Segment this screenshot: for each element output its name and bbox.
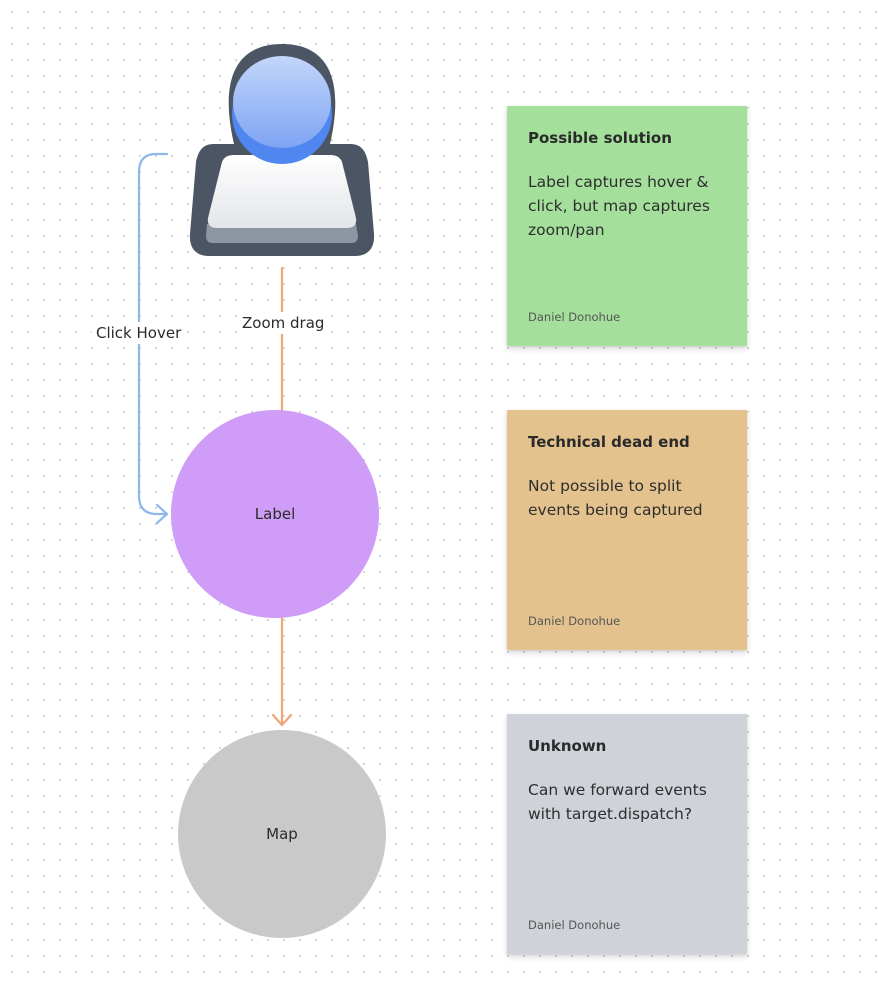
sticky-note-author: Daniel Donohue — [528, 310, 621, 324]
label-to-map-arrowhead — [271, 713, 293, 727]
label-node[interactable]: Label — [171, 410, 379, 618]
sticky-note-title: Technical dead end — [528, 433, 690, 451]
sticky-note-body: Label captures hover & click, but map ca… — [528, 173, 710, 239]
zoom-drag-label[interactable]: Zoom drag — [238, 312, 329, 334]
map-node-text: Map — [266, 825, 298, 843]
sticky-note-body: Can we forward events with target.dispat… — [528, 781, 707, 823]
click-hover-arrowhead — [155, 503, 169, 525]
sticky-note-title: Possible solution — [528, 129, 672, 147]
map-node[interactable]: Map — [178, 730, 386, 938]
click-hover-label[interactable]: Click Hover — [92, 322, 186, 344]
sticky-note-author: Daniel Donohue — [528, 918, 621, 932]
sticky-note-unknown[interactable]: Unknown Can we forward events with targe… — [507, 714, 747, 954]
sticky-note-body: Not possible to split events being captu… — [528, 477, 703, 519]
sticky-note-title: Unknown — [528, 737, 607, 755]
label-node-text: Label — [254, 505, 296, 523]
sticky-note-technical-dead-end[interactable]: Technical dead end Not possible to split… — [507, 410, 747, 650]
sticky-note-possible-solution[interactable]: Possible solution Label captures hover &… — [507, 106, 747, 346]
sticky-note-author: Daniel Donohue — [528, 614, 621, 628]
user-icon[interactable] — [188, 40, 376, 262]
